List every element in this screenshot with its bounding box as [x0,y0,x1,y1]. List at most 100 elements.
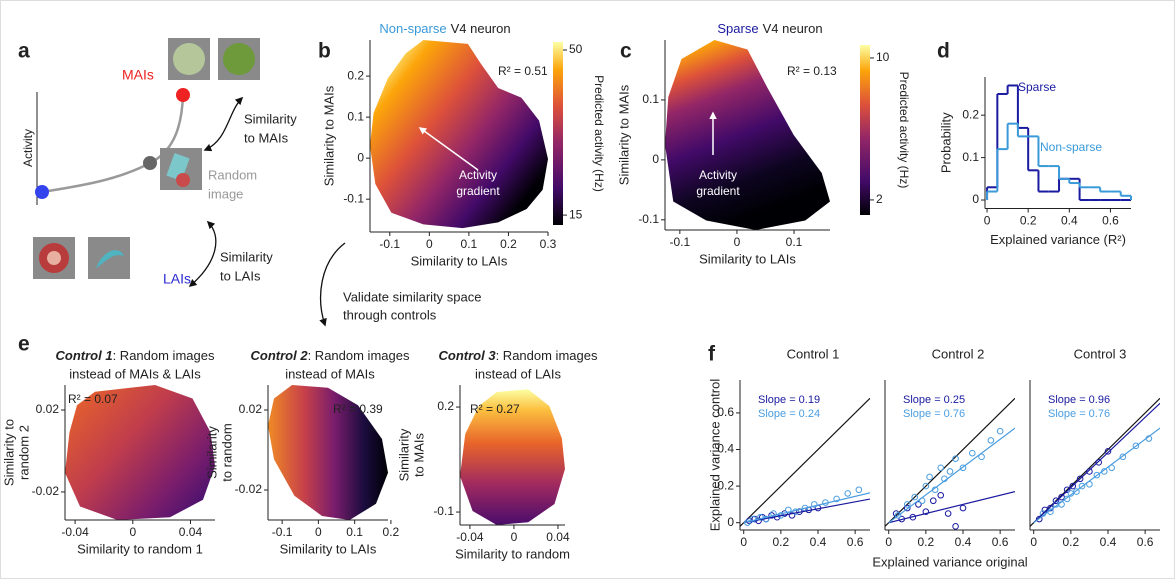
fit-line [743,492,870,524]
colorbar [553,42,563,225]
plot-area [1030,397,1160,527]
heatmap-surface [65,385,215,520]
y-tick-label: 0.1 [347,109,364,123]
point [959,464,967,472]
colorbar-tick-label: 2 [876,192,883,206]
x-tick-label: 0.2 [918,535,935,549]
mai-dot [176,88,190,102]
y-tick-label: 0 [357,150,364,164]
title-text: : Random images [113,348,215,363]
x-tick-label: 0.2 [1020,214,1037,228]
x-tick-label: 0 [734,235,741,249]
annotation: R² = 0.39 [333,402,383,416]
point [922,508,930,516]
point [810,501,818,508]
x-tick-label: 0.6 [847,535,864,549]
point [1052,497,1060,505]
point [894,512,902,519]
x-tick-label: 0.6 [992,535,1009,549]
x-axis-label: Similarity to LAIs [280,541,377,556]
x-tick-label: 0 [129,525,136,539]
point [1086,468,1093,475]
title-text: V4 neuron [451,21,511,36]
point [903,504,911,512]
heatmap-surface [268,385,388,520]
y-tick-label: -0.02 [32,484,60,498]
point [1104,448,1112,455]
y-tick-label: -0.02 [235,482,263,496]
point [915,501,922,508]
validate-label: Validate similarity space [343,289,481,304]
x-axis-label: Similarity to LAIs [699,251,796,266]
point [952,455,959,462]
activity-label: Activity [21,129,35,167]
random-dot [143,156,157,170]
y-axis-label: Similarity to [1,419,16,486]
point [892,510,900,517]
similarity-arrow [188,220,217,288]
point [952,523,959,530]
x-tick-label: 0.2 [1063,535,1080,549]
point [770,510,777,517]
title-emphasis: Control 3 [439,348,497,363]
panel-letter: e [18,333,30,356]
similarity-arrow [203,96,244,152]
point [903,501,911,508]
title-text: : Random images [496,348,598,363]
gradient-arrow [418,127,479,171]
slope-label: Slope = 0.19 [758,394,820,406]
mai-image-content [223,43,255,75]
diagram: Activity MAIs Random image LAIs Similari… [21,38,297,288]
x-tick-label: 0 [315,525,322,539]
similarity-lais-label: to LAIs [220,268,261,283]
similarity-mais-label: Similarity [244,111,297,126]
x-tick-label: 0 [511,530,518,544]
fit-line [1033,402,1160,524]
x-tick-label: 0.3 [540,237,557,251]
lais-label: LAIs [163,271,191,287]
point [937,464,945,472]
lai-image-content [47,251,61,265]
x-tick-label: 0.1 [461,237,478,251]
y-tick-label: 0.6 [717,405,734,419]
slope-label: Slope = 0.76 [1048,408,1110,420]
similarity-lais-label: Similarity [220,249,273,264]
heatmap-surface [665,40,830,230]
point [959,504,967,512]
y-tick-label: 0 [652,152,659,166]
x-axis-label: Explained variance original [872,554,1027,569]
random-image-label: Random [208,167,257,182]
y-axis-label: to MAIs [411,432,426,477]
panel-title: Sparse V4 neuron [717,21,822,36]
y-tick-label: 0.2 [717,478,734,492]
panel-title: Control 2: Random images [251,348,410,363]
x-tick-label: 0.4 [1100,535,1117,549]
colorbar-label: Predicted activity (Hz) [592,75,606,192]
y-axis-label: Similarity to MAIs [616,84,631,185]
title-text: V4 neuron [763,21,823,36]
point [1095,459,1103,466]
point [1078,482,1086,490]
gradient-label: Activity [459,168,497,182]
validate-label: through controls [343,307,437,322]
x-tick-label: 0 [984,214,991,228]
colorbar-tick-label: 10 [876,50,890,64]
annotation: R² = 0.13 [787,64,837,78]
x-tick-label: 0.2 [383,525,400,539]
colorbar-tick-label: 50 [569,42,583,56]
x-tick-label: -0.04 [61,525,89,539]
x-tick-label: 0.04 [546,530,570,544]
y-tick-label: 0.1 [962,150,979,164]
y-tick-label: 0.2 [962,107,979,121]
x-tick-label: 0.6 [1137,535,1154,549]
panel-subtitle: instead of MAIs & LAIs [69,366,201,381]
similarity-mais-label: to MAIs [244,130,289,145]
annotation: R² = 0.07 [68,392,118,406]
slope-label: Slope = 0.25 [903,394,965,406]
panel-title: Control 1: Random images [56,348,215,363]
point [937,491,945,499]
x-tick-label: 0 [1030,535,1037,549]
plot-area [885,397,1015,530]
y-tick-label: 0.4 [717,442,734,456]
point [968,449,976,457]
